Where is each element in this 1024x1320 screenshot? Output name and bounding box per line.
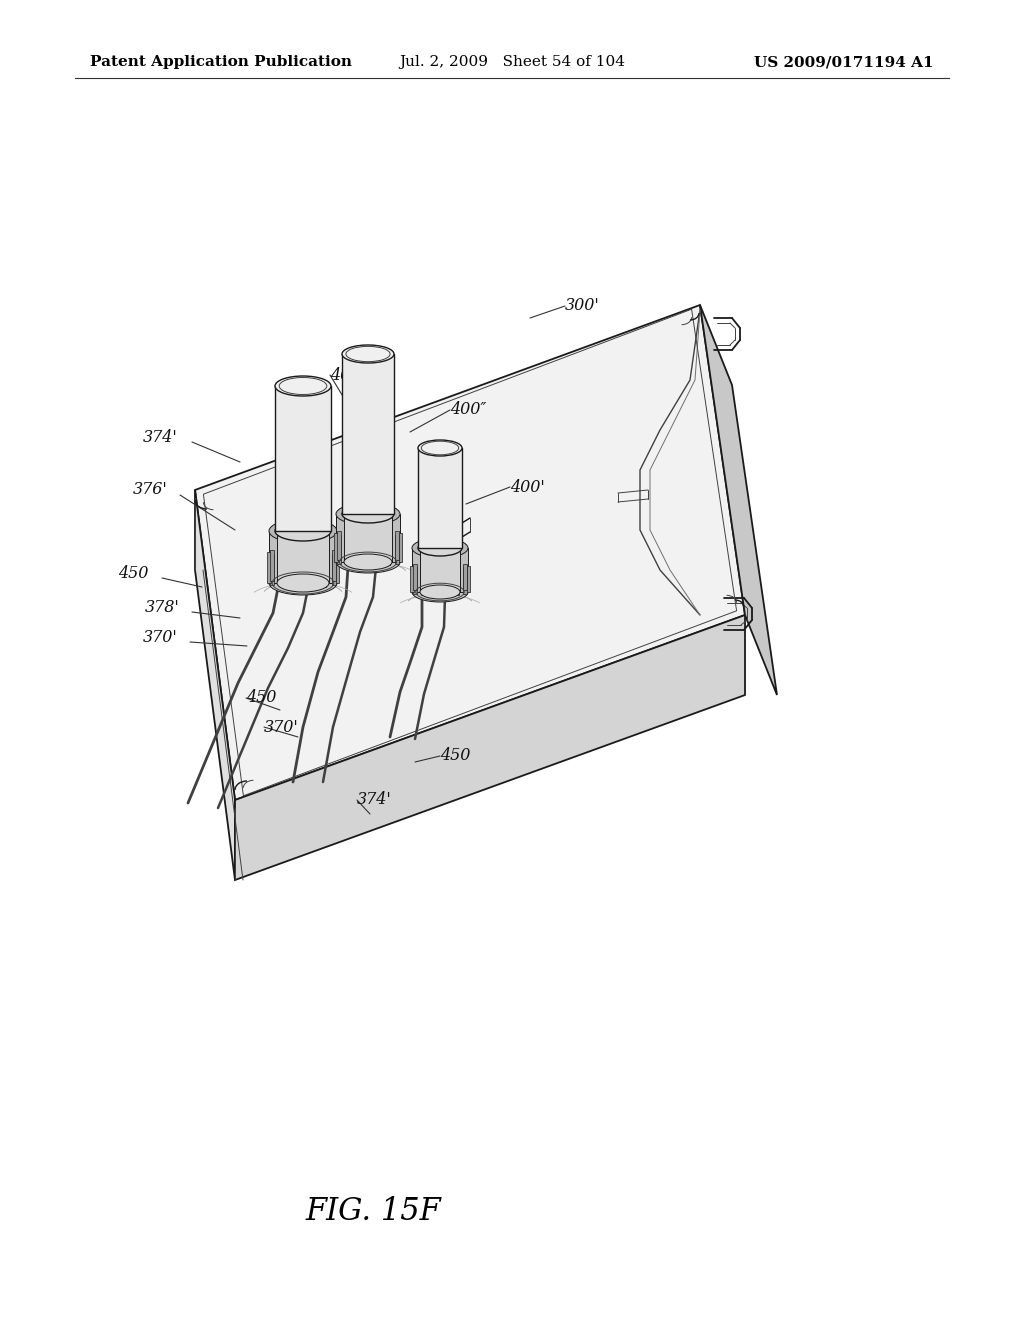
Polygon shape — [280, 548, 284, 579]
Polygon shape — [278, 531, 329, 583]
Ellipse shape — [275, 376, 331, 396]
Polygon shape — [308, 546, 312, 578]
Polygon shape — [267, 552, 271, 583]
Polygon shape — [373, 537, 377, 566]
Polygon shape — [395, 535, 398, 564]
Polygon shape — [412, 548, 468, 591]
Polygon shape — [421, 562, 425, 589]
Ellipse shape — [412, 582, 468, 602]
Polygon shape — [444, 569, 449, 595]
Ellipse shape — [342, 345, 394, 363]
Text: 400': 400' — [510, 479, 545, 495]
Polygon shape — [346, 529, 350, 558]
Text: 450: 450 — [246, 689, 276, 706]
Polygon shape — [323, 548, 327, 579]
Polygon shape — [421, 569, 425, 595]
Polygon shape — [456, 562, 460, 589]
Text: 400″: 400″ — [450, 401, 486, 418]
Polygon shape — [373, 529, 377, 558]
Polygon shape — [332, 549, 336, 581]
Text: 376': 376' — [133, 482, 168, 499]
Polygon shape — [413, 568, 417, 594]
Polygon shape — [456, 569, 460, 595]
Polygon shape — [420, 548, 460, 591]
Ellipse shape — [418, 440, 462, 455]
Polygon shape — [269, 531, 337, 583]
Text: US 2009/0171194 A1: US 2009/0171194 A1 — [755, 55, 934, 69]
Polygon shape — [337, 535, 341, 564]
Polygon shape — [463, 568, 467, 594]
Ellipse shape — [420, 585, 460, 599]
Polygon shape — [195, 490, 234, 880]
Polygon shape — [335, 552, 339, 583]
Ellipse shape — [278, 521, 329, 540]
Polygon shape — [195, 305, 745, 800]
Text: Patent Application Publication: Patent Application Publication — [90, 55, 352, 69]
Ellipse shape — [412, 539, 468, 558]
Polygon shape — [395, 531, 398, 560]
Polygon shape — [358, 529, 362, 558]
Polygon shape — [358, 537, 362, 566]
Text: Jul. 2, 2009   Sheet 54 of 104: Jul. 2, 2009 Sheet 54 of 104 — [399, 55, 625, 69]
Polygon shape — [334, 533, 338, 562]
Polygon shape — [700, 305, 777, 696]
Polygon shape — [410, 565, 414, 591]
Ellipse shape — [269, 572, 337, 595]
Polygon shape — [386, 537, 390, 565]
Ellipse shape — [336, 550, 400, 573]
Text: FIG. 15F: FIG. 15F — [306, 1196, 441, 1228]
Polygon shape — [463, 564, 467, 590]
Polygon shape — [413, 564, 417, 590]
Ellipse shape — [344, 506, 392, 521]
Text: 374': 374' — [143, 429, 178, 446]
Polygon shape — [308, 557, 312, 587]
Polygon shape — [344, 513, 392, 562]
Text: 370': 370' — [264, 718, 299, 735]
Text: 450: 450 — [118, 565, 148, 582]
Ellipse shape — [269, 519, 337, 543]
Text: 300': 300' — [565, 297, 600, 314]
Text: 400‴: 400‴ — [330, 367, 369, 384]
Text: 378': 378' — [145, 598, 180, 615]
Polygon shape — [275, 385, 331, 531]
Ellipse shape — [342, 506, 394, 523]
Polygon shape — [332, 554, 336, 585]
Text: 450: 450 — [440, 747, 470, 764]
Polygon shape — [444, 562, 449, 589]
Polygon shape — [342, 354, 394, 513]
Ellipse shape — [275, 521, 331, 541]
Polygon shape — [294, 546, 297, 578]
Polygon shape — [270, 549, 274, 581]
Polygon shape — [418, 447, 462, 548]
Ellipse shape — [278, 574, 329, 591]
Polygon shape — [270, 554, 274, 585]
Ellipse shape — [344, 554, 392, 570]
Polygon shape — [336, 513, 400, 562]
Ellipse shape — [418, 540, 462, 556]
Polygon shape — [432, 562, 436, 589]
Polygon shape — [466, 565, 470, 591]
Ellipse shape — [336, 503, 400, 525]
Polygon shape — [323, 556, 327, 587]
Ellipse shape — [420, 541, 460, 554]
Polygon shape — [386, 529, 390, 558]
Polygon shape — [294, 557, 297, 587]
Polygon shape — [234, 615, 745, 880]
Polygon shape — [346, 537, 350, 565]
Polygon shape — [398, 533, 402, 562]
Text: 370': 370' — [143, 628, 178, 645]
Polygon shape — [432, 569, 436, 595]
Text: 374': 374' — [357, 792, 392, 808]
Polygon shape — [337, 531, 341, 560]
Polygon shape — [280, 556, 284, 587]
